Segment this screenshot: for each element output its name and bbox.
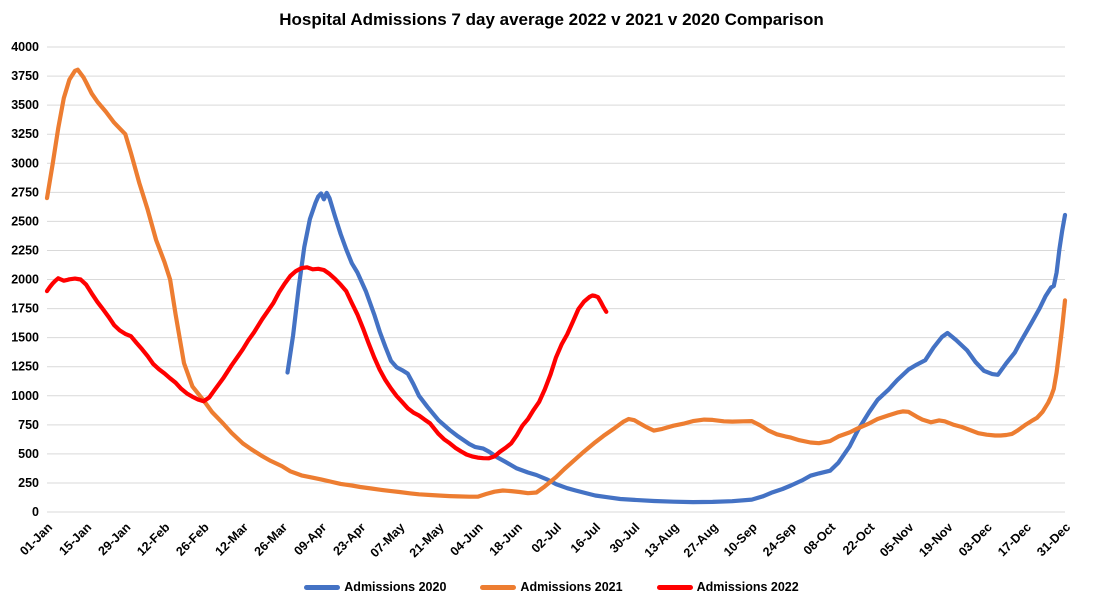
x-tick-label: 10-Sep: [721, 520, 760, 559]
y-tick-label: 500: [18, 447, 39, 461]
x-tick-label: 05-Nov: [877, 520, 916, 559]
x-tick-label: 12-Mar: [212, 520, 250, 558]
y-tick-label: 3750: [11, 69, 39, 83]
y-tick-label: 750: [18, 418, 39, 432]
legend-item-admissions-2021: Admissions 2021: [480, 580, 623, 594]
x-tick-label: 21-May: [407, 520, 447, 560]
x-tick-label: 08-Oct: [801, 520, 839, 558]
y-tick-label: 4000: [11, 40, 39, 54]
legend-label: Admissions 2020: [344, 580, 447, 594]
y-tick-label: 2500: [11, 214, 39, 228]
x-tick-label: 23-Apr: [330, 520, 368, 558]
legend-line-marker-2022: [656, 584, 693, 590]
x-tick-label: 16-Jul: [568, 520, 603, 555]
y-tick-label: 250: [18, 476, 39, 490]
y-tick-label: 1500: [11, 331, 39, 345]
x-tick-label: 02-Jul: [529, 520, 564, 555]
x-tick-label: 13-Aug: [642, 520, 682, 560]
chart-title: Hospital Admissions 7 day average 2022 v…: [279, 10, 824, 29]
series-line-admissions-2020: [285, 190, 1068, 505]
x-tick-label: 12-Feb: [134, 520, 173, 559]
x-tick-label: 07-May: [368, 520, 408, 560]
series-line-admissions-2021: [44, 67, 1068, 499]
x-tick-label: 30-Jul: [607, 520, 642, 555]
x-tick-label: 31-Dec: [1034, 520, 1073, 559]
x-tick-label: 03-Dec: [956, 520, 995, 559]
series-line-admissions-2022: [44, 265, 609, 461]
x-tick-label: 19-Nov: [916, 520, 955, 559]
y-tick-label: 1750: [11, 302, 39, 316]
x-tick-label: 15-Jan: [56, 520, 94, 558]
legend-line-marker-2020: [304, 584, 341, 590]
x-tick-label: 17-Dec: [995, 520, 1034, 559]
x-tick-label: 24-Sep: [760, 520, 799, 559]
legend-label: Admissions 2021: [520, 580, 623, 594]
legend-item-admissions-2020: Admissions 2020: [304, 580, 446, 594]
y-tick-label: 0: [32, 505, 39, 519]
chart-legend: Admissions 2020 Admissions 2021 Admissio…: [0, 580, 1103, 594]
x-tick-label: 27-Aug: [681, 520, 721, 560]
y-tick-label: 2250: [11, 243, 39, 257]
y-tick-label: 1250: [11, 360, 39, 374]
x-tick-label: 26-Feb: [173, 520, 212, 559]
legend-item-admissions-2022: Admissions 2022: [656, 580, 799, 594]
x-tick-label: 29-Jan: [96, 520, 134, 558]
y-tick-label: 3250: [11, 127, 39, 141]
y-tick-label: 2750: [11, 185, 39, 199]
legend-label: Admissions 2022: [696, 580, 799, 594]
x-tick-label: 18-Jun: [487, 520, 525, 558]
x-tick-label: 04-Jun: [447, 520, 485, 558]
x-tick-label: 01-Jan: [17, 520, 55, 558]
y-tick-label: 3500: [11, 98, 39, 112]
y-tick-label: 1000: [11, 389, 39, 403]
x-tick-label: 26-Mar: [252, 520, 290, 558]
x-tick-label: 22-Oct: [840, 520, 878, 558]
legend-line-marker-2021: [480, 584, 517, 590]
y-tick-label: 3000: [11, 156, 39, 170]
y-tick-label: 2000: [11, 273, 39, 287]
x-tick-label: 09-Apr: [291, 520, 329, 558]
